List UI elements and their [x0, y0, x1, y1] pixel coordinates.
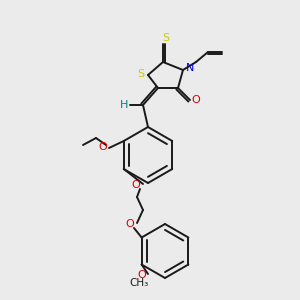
- Text: O: O: [138, 270, 146, 280]
- Text: O: O: [99, 142, 107, 152]
- Text: O: O: [126, 219, 134, 229]
- Text: S: S: [162, 33, 169, 43]
- Text: S: S: [137, 69, 145, 79]
- Text: O: O: [192, 95, 200, 105]
- Text: H: H: [120, 100, 128, 110]
- Text: CH₃: CH₃: [129, 278, 148, 288]
- Text: N: N: [186, 63, 194, 73]
- Text: O: O: [132, 180, 140, 190]
